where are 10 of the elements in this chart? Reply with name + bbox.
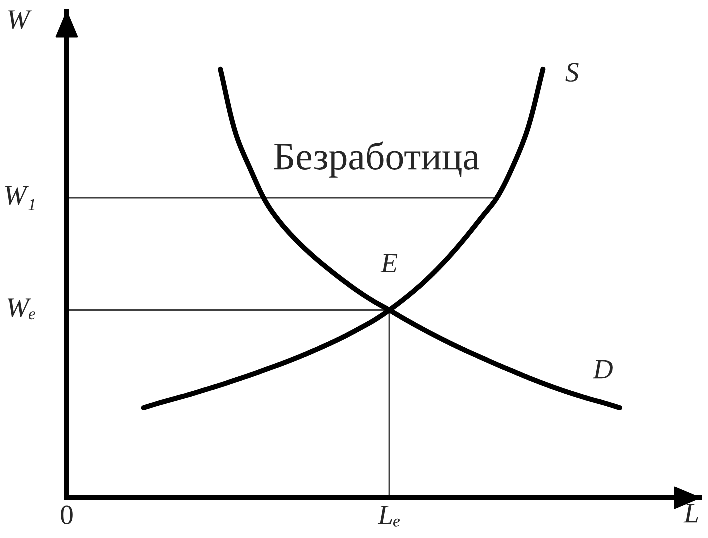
series-label: Wₑ bbox=[8, 298, 36, 320]
series-label: W₁ bbox=[5, 186, 35, 210]
y-axis-title: W bbox=[8, 10, 32, 30]
x-tick-label: 0 bbox=[61, 506, 73, 524]
annotation: E bbox=[380, 254, 398, 273]
x-tick-label: Lₑ bbox=[378, 506, 400, 527]
annotation: Безработица bbox=[274, 142, 480, 178]
series-label: D bbox=[592, 360, 613, 379]
x-axis-title: L bbox=[684, 504, 698, 523]
series-label: S bbox=[566, 63, 579, 82]
